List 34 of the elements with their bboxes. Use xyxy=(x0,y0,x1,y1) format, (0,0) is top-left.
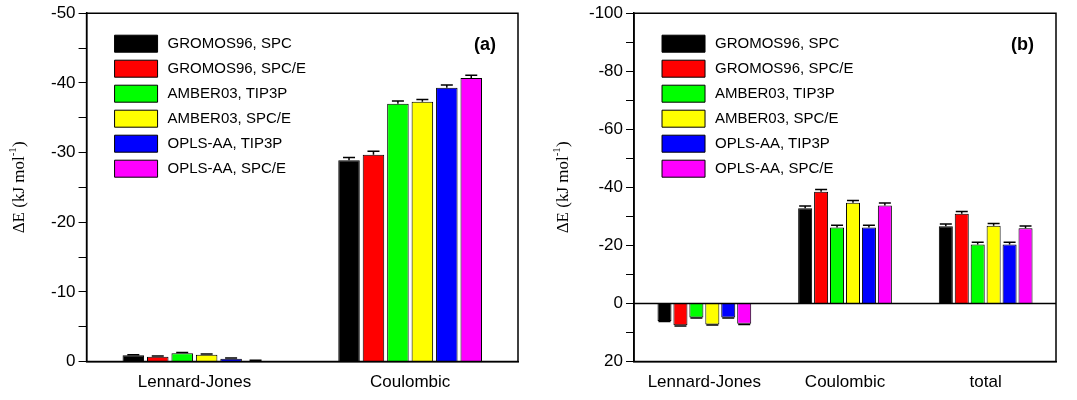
legend-label: AMBER03, SPC/E xyxy=(167,109,291,127)
legend-label: AMBER03, TIP3P xyxy=(167,84,288,102)
legend-label: OPLS-AA, TIP3P xyxy=(715,134,830,152)
legend-label: OPLS-AA, SPC/E xyxy=(715,159,834,177)
y-tick-label: -20 xyxy=(50,211,76,231)
y-tick-label: -50 xyxy=(50,2,76,22)
y-tick-label: 0 xyxy=(66,351,76,371)
legend-label: GROMOS96, SPC xyxy=(167,34,292,52)
x-tick-label: total xyxy=(969,372,1002,392)
y-tick-label: 20 xyxy=(604,351,624,371)
x-tick-label: Coulombic xyxy=(804,372,886,392)
x-tick-label: Lennard-Jones xyxy=(647,372,762,392)
legend-label: OPLS-AA, TIP3P xyxy=(167,134,283,152)
y-axis-title: ΔE (kJ mol-1) xyxy=(550,141,573,234)
y-tick-label: -100 xyxy=(588,2,624,22)
y-tick-label: -30 xyxy=(50,142,76,162)
y-tick-label: 0 xyxy=(613,293,624,313)
x-tick-label: Lennard-Jones xyxy=(137,372,252,392)
y-tick-label: -80 xyxy=(598,60,624,80)
y-tick-label: -60 xyxy=(598,119,624,139)
y-axis-title: ΔE (kJ mol-1) xyxy=(6,141,29,234)
legend-label: GROMOS96, SPC/E xyxy=(715,59,854,77)
annotation: (b) xyxy=(1011,34,1034,55)
legend-label: AMBER03, TIP3P xyxy=(715,84,835,102)
legend-label: GROMOS96, SPC/E xyxy=(167,59,306,77)
y-tick-label: -40 xyxy=(50,72,76,92)
y-tick-label: -40 xyxy=(598,177,624,197)
y-tick-label: -20 xyxy=(598,235,624,255)
legend-label: GROMOS96, SPC xyxy=(715,34,840,52)
legend-label: AMBER03, SPC/E xyxy=(715,109,839,127)
x-tick-label: Coulombic xyxy=(369,372,451,392)
y-tick-label: -10 xyxy=(50,281,76,301)
legend-label: OPLS-AA, SPC/E xyxy=(167,159,286,177)
annotation: (a) xyxy=(474,34,496,55)
